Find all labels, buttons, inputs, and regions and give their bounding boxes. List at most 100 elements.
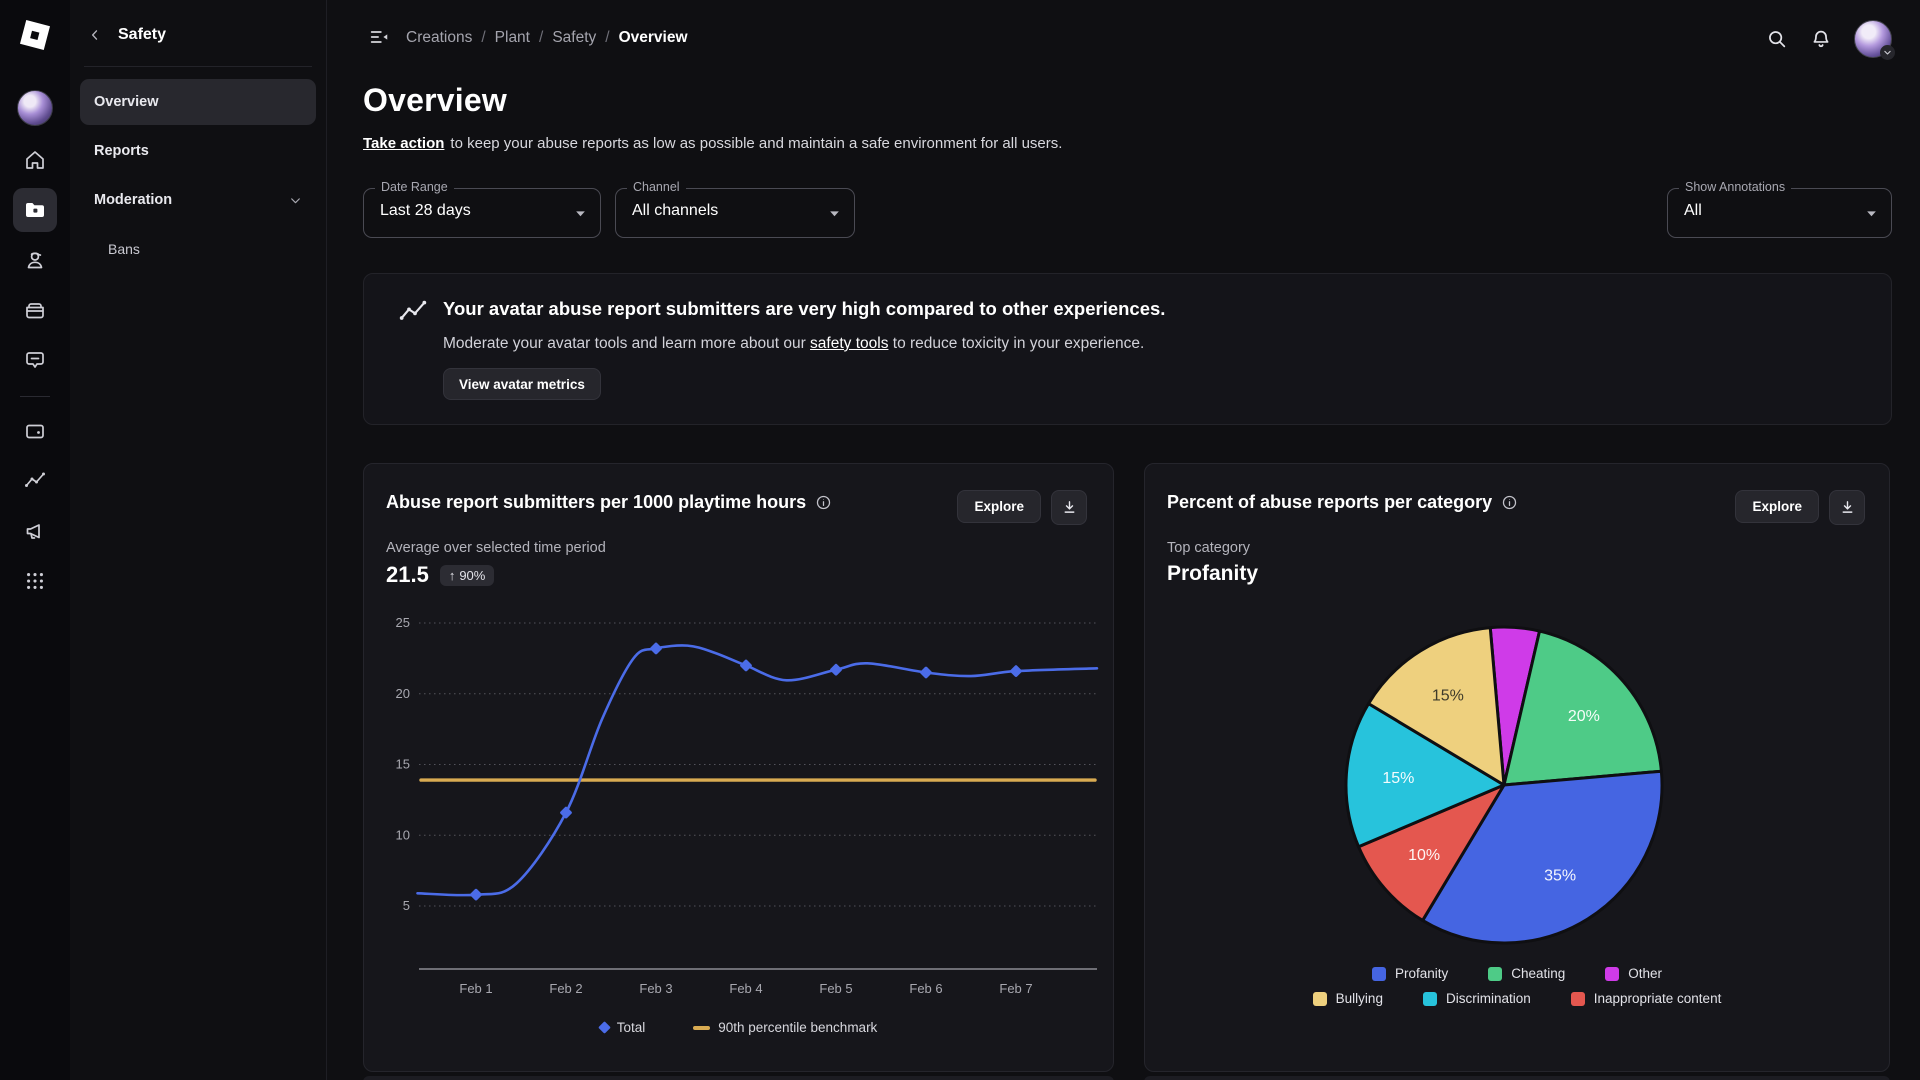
svg-text:Feb 3: Feb 3 (639, 981, 672, 996)
line-chart-plot[interactable]: 25 20 15 10 5 Feb 1 Feb 2 Feb 3 Feb 4 Feb 5 Feb 6 F… (364, 594, 1115, 1034)
legend-item-total: Total (597, 1020, 645, 1035)
back-chevron-icon[interactable] (88, 28, 102, 42)
home-icon[interactable] (13, 138, 57, 182)
svg-text:Feb 1: Feb 1 (459, 981, 492, 996)
svg-text:15%: 15% (1432, 688, 1464, 705)
topbar: Creations / Plant / Safety / Overview (326, 0, 1920, 74)
subtitle-text: to keep your abuse reports as low as pos… (450, 135, 1063, 152)
pie-chart-title: Percent of abuse reports per category (1167, 492, 1493, 512)
megaphone-icon[interactable] (13, 509, 57, 553)
messages-icon[interactable] (13, 338, 57, 382)
show-annotations-label: Show Annotations (1679, 180, 1792, 194)
download-icon[interactable] (1051, 490, 1087, 525)
breadcrumb-item[interactable]: Safety (552, 29, 597, 46)
channel-value: All channels (632, 202, 719, 219)
chevron-down-icon (1865, 207, 1878, 220)
rail-user-avatar[interactable] (17, 90, 53, 126)
top-category-label: Top category (1167, 540, 1251, 556)
download-icon[interactable] (1829, 490, 1865, 525)
main-content: Creations / Plant / Safety / Overview Ov… (326, 0, 1920, 1080)
apps-grid-icon[interactable] (13, 559, 57, 603)
breadcrumb-separator: / (481, 29, 486, 46)
legend-swatch (1422, 991, 1437, 1006)
legend-item-cheating: Cheating (1488, 966, 1565, 981)
wallet-icon[interactable] (13, 409, 57, 453)
take-action-link[interactable]: Take action (363, 135, 445, 152)
date-range-value: Last 28 days (380, 202, 471, 219)
legend-label: Bullying (1335, 991, 1383, 1006)
svg-text:20%: 20% (1568, 708, 1600, 725)
info-icon[interactable] (1501, 494, 1518, 511)
legend-label: Other (1628, 966, 1663, 981)
page-title: Overview (363, 82, 507, 118)
chevron-down-icon (828, 207, 841, 220)
legend-item-bullying: Bullying (1312, 991, 1383, 1006)
account-avatar[interactable] (1854, 20, 1895, 60)
roblox-logo-icon[interactable] (20, 20, 50, 50)
account-chevron-down-icon (1880, 45, 1895, 60)
date-range-select[interactable]: Date Range Last 28 days (363, 180, 601, 238)
legend-item-discrimination: Discrimination (1422, 991, 1531, 1006)
dash-marker-icon (693, 1025, 711, 1030)
sidebar: Safety Overview Reports Moderation Bans (70, 0, 327, 1080)
breadcrumb-item[interactable]: Creations (406, 29, 473, 46)
svg-text:15%: 15% (1382, 770, 1414, 787)
sidebar-item-reports[interactable]: Reports (80, 128, 316, 174)
banner-body: Moderate your avatar tools and learn mor… (443, 335, 1144, 353)
legend-item-inappropriate-content: Inappropriate content (1570, 991, 1721, 1006)
top-category-value: Profanity (1167, 562, 1259, 585)
sidebar-item-overview[interactable]: Overview (80, 79, 316, 125)
sidebar-divider (84, 66, 312, 67)
breadcrumb-item[interactable]: Plant (494, 29, 530, 46)
channel-select[interactable]: Channel All channels (615, 180, 855, 238)
line-chart-legend: Total 90th percentile benchmark (364, 1020, 1113, 1035)
icon-rail (0, 0, 70, 1080)
search-icon[interactable] (1766, 28, 1788, 50)
collapse-sidebar-icon[interactable] (368, 26, 390, 48)
kpi-value: 21.5 (386, 562, 429, 587)
legend-swatch (1570, 991, 1585, 1006)
sidebar-item-label: Bans (108, 241, 140, 257)
info-icon[interactable] (815, 494, 832, 511)
explore-button[interactable]: Explore (1735, 490, 1819, 523)
store-box-icon[interactable] (13, 288, 57, 332)
legend-swatch (1371, 966, 1386, 981)
chevron-down-icon (574, 207, 587, 220)
explore-button[interactable]: Explore (957, 490, 1041, 523)
legend-swatch (1488, 966, 1503, 981)
diamond-marker-icon (597, 1021, 611, 1034)
pie-chart-card: Percent of abuse reports per category Ex… (1144, 463, 1890, 1072)
view-avatar-metrics-button[interactable]: View avatar metrics (443, 368, 601, 400)
next-card-peek (363, 1076, 1114, 1080)
show-annotations-value: All (1684, 202, 1702, 219)
legend-item-profanity: Profanity (1371, 966, 1448, 981)
legend-label: Cheating (1511, 966, 1566, 981)
banner-title: Your avatar abuse report submitters are … (443, 298, 1166, 319)
pie-chart-plot[interactable]: 20% 35% 10% 15% 15% (1145, 604, 1891, 954)
banner-body-prefix: Moderate your avatar tools and learn mor… (443, 335, 811, 352)
svg-text:15: 15 (396, 757, 410, 772)
date-range-label: Date Range (375, 180, 454, 194)
analytics-icon[interactable] (13, 459, 57, 503)
safety-tools-link[interactable]: safety tools (810, 335, 889, 352)
svg-text:20: 20 (396, 686, 410, 701)
svg-text:25: 25 (396, 615, 410, 630)
sidebar-item-bans[interactable]: Bans (80, 226, 316, 272)
sidebar-item-label: Moderation (94, 192, 173, 208)
line-chart-card: Abuse report submitters per 1000 playtim… (363, 463, 1114, 1072)
creations-folder-icon[interactable] (13, 188, 57, 232)
arrow-up-icon: ↑ (448, 567, 456, 583)
legend-label: 90th percentile benchmark (718, 1020, 878, 1035)
pie-chart-legend: Profanity Cheating Other Bullying Discrimina… (1145, 966, 1889, 1006)
svg-text:Feb 7: Feb 7 (999, 981, 1032, 996)
sidebar-item-label: Overview (94, 94, 159, 110)
legend-swatch (1605, 966, 1620, 981)
breadcrumb-separator: / (539, 29, 544, 46)
avatar-person-icon[interactable] (13, 238, 57, 282)
sidebar-item-label: Reports (94, 143, 149, 159)
notifications-bell-icon[interactable] (1810, 28, 1832, 50)
sidebar-item-moderation[interactable]: Moderation (80, 177, 316, 223)
show-annotations-select[interactable]: Show Annotations All (1667, 180, 1892, 238)
page-subtitle: Take action to keep your abuse reports as… (363, 135, 1062, 152)
svg-text:Feb 5: Feb 5 (819, 981, 852, 996)
